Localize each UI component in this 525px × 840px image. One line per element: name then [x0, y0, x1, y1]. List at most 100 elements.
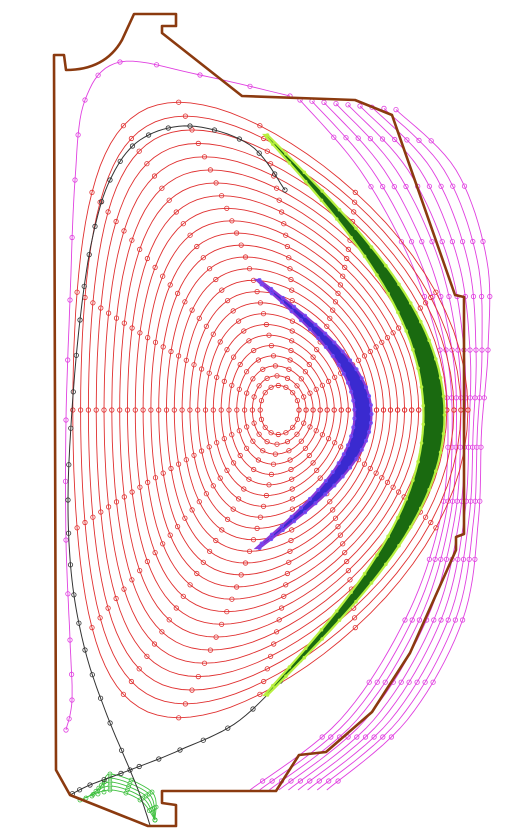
closed-flux-marker — [217, 339, 223, 345]
closed-flux-marker — [367, 465, 373, 472]
closed-flux-marker — [163, 407, 170, 413]
closed-flux-marker — [352, 624, 358, 631]
sol-marker — [69, 671, 75, 678]
closed-flux-marker — [465, 407, 471, 413]
closed-flux-marker — [106, 310, 112, 316]
sol-marker — [333, 101, 339, 107]
closed-flux-surface — [212, 324, 342, 496]
sol-marker — [67, 637, 73, 643]
closed-flux-marker — [289, 297, 295, 304]
closed-flux-marker — [151, 173, 158, 179]
sol-marker — [402, 617, 408, 623]
closed-flux-marker — [160, 470, 166, 476]
closed-flux-marker — [85, 407, 92, 413]
closed-flux-marker — [260, 503, 267, 509]
sol-marker — [485, 347, 491, 353]
closed-flux-marker — [298, 376, 304, 382]
closed-flux-marker — [310, 407, 316, 413]
closed-flux-marker — [345, 407, 351, 413]
sol-marker — [478, 293, 485, 300]
closed-flux-marker — [224, 205, 230, 211]
outer-crescent-marker — [337, 618, 342, 623]
closed-flux-marker — [262, 390, 268, 396]
outer-crescent-marker — [421, 422, 426, 427]
outer-crescent-marker — [421, 403, 426, 408]
closed-flux-marker — [433, 289, 439, 295]
closed-flux-marker — [137, 484, 143, 490]
inner-crescent-marker — [259, 282, 264, 287]
outer-crescent-marker — [284, 151, 288, 156]
closed-flux-marker — [242, 560, 249, 566]
inner-crescent-marker — [269, 532, 274, 537]
closed-flux-marker — [148, 407, 154, 413]
outer-crescent-marker — [287, 665, 292, 669]
inner-crescent-marker — [307, 496, 312, 501]
sol-marker — [366, 679, 372, 685]
closed-flux-marker — [272, 363, 278, 369]
closed-flux-marker — [200, 559, 206, 565]
closed-flux-marker — [390, 330, 396, 336]
closed-flux-marker — [264, 666, 270, 672]
closed-flux-marker — [324, 407, 330, 413]
closed-flux-marker — [195, 407, 201, 413]
closed-flux-marker — [340, 273, 346, 279]
closed-flux-marker — [287, 357, 293, 363]
sol-marker — [481, 395, 487, 401]
inner-crescent-marker — [316, 487, 321, 492]
closed-flux-marker — [286, 559, 292, 565]
closed-flux-marker — [338, 444, 344, 450]
closed-flux-marker — [373, 407, 380, 413]
closed-flux-marker — [246, 338, 252, 344]
inner-crescent-marker — [289, 309, 294, 314]
closed-flux-marker — [176, 353, 182, 359]
closed-flux-marker — [173, 209, 179, 215]
closed-flux-marker — [262, 424, 268, 430]
sol-marker — [473, 347, 479, 353]
inner-crescent-marker — [363, 385, 368, 390]
sol-marker — [449, 239, 455, 245]
closed-flux-marker — [140, 407, 146, 413]
inner-crescent-marker — [280, 528, 285, 533]
closed-flux-marker — [331, 407, 337, 413]
separatrix-marker — [136, 763, 142, 770]
outer-crescent-marker — [416, 459, 420, 464]
outer-crescent-marker — [265, 133, 270, 137]
sol-marker — [316, 778, 322, 784]
outer-crescent-marker — [362, 254, 367, 259]
sol-marker — [197, 72, 203, 78]
outer-crescent-marker — [302, 170, 307, 175]
sol-marker — [388, 734, 394, 740]
closed-flux-surface — [220, 334, 335, 486]
inner-crescent-marker — [303, 313, 308, 318]
separatrix-marker — [236, 136, 242, 142]
closed-flux-marker — [195, 140, 201, 146]
closed-flux-marker — [244, 369, 250, 375]
closed-flux-marker — [74, 525, 80, 531]
outer-crescent-marker — [284, 674, 288, 679]
closed-flux-marker — [247, 548, 253, 554]
closed-flux-marker — [221, 435, 227, 442]
sol-marker — [379, 136, 386, 142]
closed-flux-marker — [113, 315, 120, 321]
closed-flux-marker — [105, 605, 111, 611]
closed-flux-marker — [270, 461, 277, 467]
closed-flux-marker — [409, 407, 415, 413]
separatrix-marker — [73, 352, 79, 358]
sol-marker — [461, 183, 468, 189]
closed-flux-marker — [294, 383, 300, 389]
closed-flux-marker — [302, 369, 308, 375]
outer-crescent-marker — [319, 627, 324, 632]
closed-flux-marker — [159, 185, 165, 191]
closed-flux-marker — [236, 428, 242, 434]
inner-crescent-marker — [323, 331, 328, 336]
crescent-islands — [253, 133, 447, 697]
separatrix-marker — [282, 187, 288, 193]
sol-marker — [335, 778, 341, 784]
closed-flux-marker — [261, 135, 267, 142]
closed-flux-marker — [451, 407, 457, 413]
sol-marker — [117, 59, 123, 65]
closed-flux-marker — [200, 255, 206, 261]
sol-outer-line — [249, 99, 449, 791]
closed-flux-marker — [191, 452, 197, 458]
closed-flux-marker — [136, 666, 142, 672]
